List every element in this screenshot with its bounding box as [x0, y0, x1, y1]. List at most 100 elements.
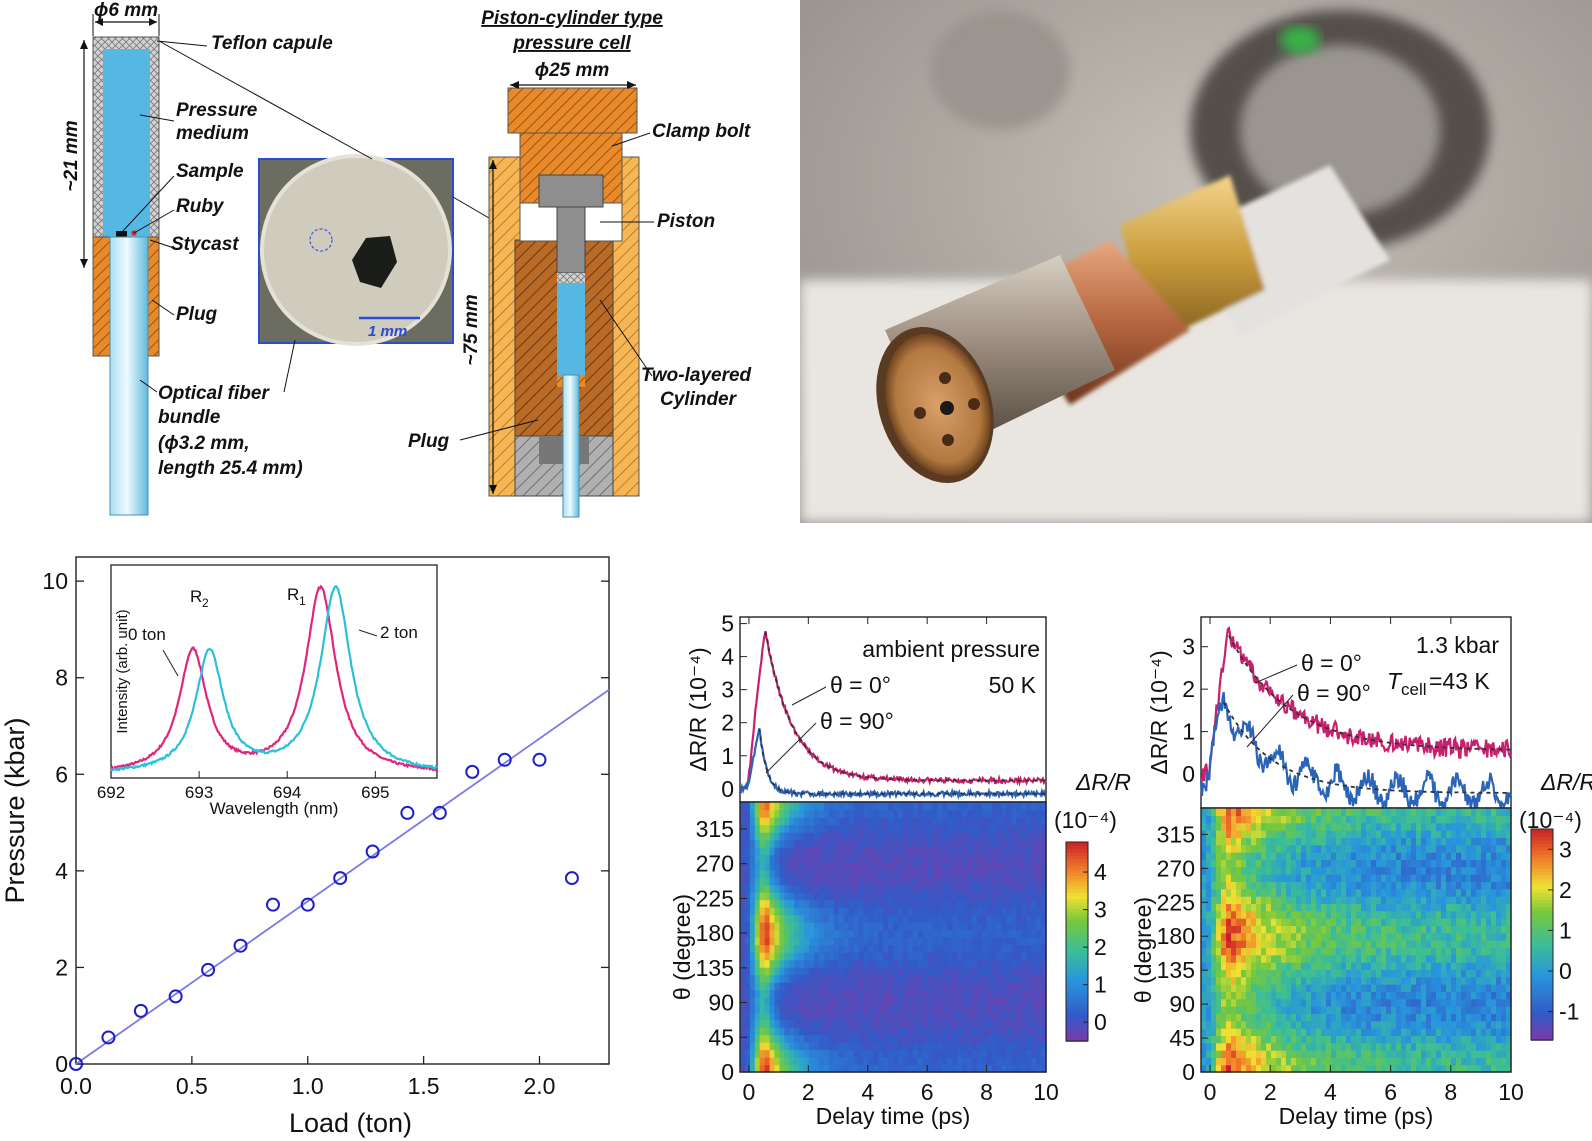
heatmap-cell	[972, 1004, 978, 1013]
heatmap-cell	[1336, 991, 1342, 1000]
heatmap-cell	[1486, 874, 1492, 882]
heatmap-cell	[1031, 989, 1037, 998]
heatmap-cell	[962, 929, 968, 938]
heatmap-cell	[1356, 991, 1362, 1000]
colorbar-step	[1066, 875, 1088, 880]
heatmap-cell	[740, 944, 746, 953]
heatmap-cell	[1221, 1064, 1227, 1073]
heatmap-cell	[1476, 940, 1482, 948]
heatmap-cell	[976, 1057, 983, 1066]
heatmap-cell	[1276, 998, 1282, 1007]
colorbar-step	[1531, 885, 1553, 890]
heatmap-cell	[1326, 903, 1332, 912]
heatmap-cell	[1336, 830, 1342, 838]
heatmap-cell	[823, 1049, 830, 1058]
heatmap-cell	[957, 937, 963, 946]
heatmap-cell	[1461, 830, 1467, 838]
heatmap-cell	[1001, 892, 1008, 901]
heatmap-x-tick-label: 10	[1498, 1079, 1524, 1105]
heatmap-cell	[868, 817, 874, 826]
heatmap-cell	[1381, 888, 1387, 897]
heatmap-cell	[1331, 881, 1337, 890]
heatmap-cell	[1331, 903, 1337, 912]
heatmap-cell	[1211, 808, 1217, 816]
heatmap-cell	[759, 884, 766, 893]
heatmap-cell	[1496, 1013, 1502, 1022]
heatmap-cell	[1251, 830, 1257, 838]
heatmap-cell	[1351, 962, 1357, 970]
heatmap-cell	[1376, 991, 1382, 1000]
heatmap-cell	[1306, 903, 1312, 912]
heatmap-cell	[947, 997, 953, 1006]
heatmap-cell	[907, 929, 914, 938]
heatmap-cell	[991, 974, 998, 983]
heatmap-cell	[1416, 903, 1422, 912]
heatmap-cell	[1406, 1006, 1412, 1014]
heatmap-cell	[962, 899, 968, 908]
heatmap-cell	[759, 847, 766, 856]
heatmap-cell	[897, 922, 904, 931]
heatmap-cell	[1231, 991, 1237, 1000]
heatmap-cell	[1266, 896, 1272, 904]
heatmap-cell	[883, 884, 889, 893]
heatmap-cell	[1411, 859, 1417, 868]
heatmap-cell	[1216, 822, 1222, 831]
heatmap-cell	[957, 1049, 963, 1058]
heatmap-cell	[1386, 822, 1392, 831]
heatmap-cell	[897, 847, 904, 856]
heatmap-cell	[981, 1049, 988, 1058]
fiber-label-1: Optical fiber	[158, 383, 270, 404]
heatmap-cell	[883, 877, 889, 886]
heatmap-cell	[843, 1012, 850, 1021]
heatmap-cell	[740, 967, 746, 976]
heatmap-cell	[1001, 862, 1008, 871]
heatmap-cell	[1201, 1028, 1207, 1036]
heatmap-cell	[1436, 852, 1442, 860]
heatmap-cell	[1501, 918, 1507, 926]
heatmap-cell	[1231, 896, 1237, 904]
data-point	[432, 805, 447, 820]
heatmap-cell	[1376, 984, 1382, 992]
heatmap-cell	[848, 1034, 855, 1043]
heatmap-cell	[1216, 859, 1222, 868]
heatmap-cell	[1241, 844, 1247, 853]
colorbar-step	[1531, 969, 1553, 974]
heatmap-cell	[972, 802, 978, 811]
heatmap-cell	[947, 907, 953, 916]
heatmap-cell	[1271, 1064, 1277, 1073]
heatmap-cell	[858, 967, 865, 976]
heatmap-cell	[1021, 817, 1027, 826]
heatmap-cell	[814, 952, 820, 961]
heatmap-cell	[883, 1012, 889, 1021]
heatmap-cell	[878, 884, 884, 893]
heatmap-cell	[1231, 815, 1237, 824]
heatmap-cell	[912, 907, 919, 916]
heatmap-cell	[1501, 808, 1507, 816]
heatmap-cell	[809, 1004, 815, 1013]
heatmap-cell	[922, 847, 929, 856]
heatmap-cell	[1201, 859, 1207, 868]
heatmap-cell	[986, 802, 993, 811]
heatmap-cell	[1296, 830, 1302, 838]
heatmap-cell	[1261, 969, 1267, 978]
heatmap-cell	[1006, 974, 1013, 983]
heatmap-cell	[1226, 881, 1232, 890]
heatmap-cell	[1311, 844, 1317, 853]
heatmap-cell	[1031, 899, 1037, 908]
heatmap-cell	[868, 1027, 874, 1036]
heatmap-cell	[819, 839, 825, 848]
heatmap-cell	[1016, 877, 1022, 886]
colorbar-step	[1531, 832, 1553, 837]
heatmap-cell	[1001, 1027, 1008, 1036]
heatmap-cell	[917, 967, 924, 976]
heatmap-cell	[932, 967, 939, 976]
heatmap-cell	[1421, 1028, 1427, 1036]
heatmap-cell	[1501, 881, 1507, 890]
heatmap-cell	[937, 937, 943, 946]
heatmap-cell	[1441, 844, 1447, 853]
heatmap-cell	[1351, 837, 1357, 846]
heatmap-cell	[1396, 1013, 1402, 1022]
heatmap-cell	[1271, 837, 1277, 846]
heatmap-cell	[888, 832, 894, 841]
capsule-length-label: ~21 mm	[61, 120, 82, 191]
